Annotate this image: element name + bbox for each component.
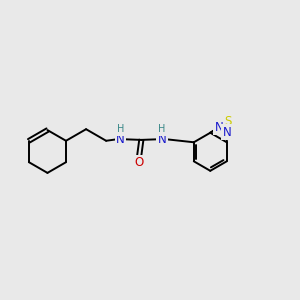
Text: H: H: [117, 124, 124, 134]
Text: N: N: [158, 133, 167, 146]
Text: H: H: [158, 124, 166, 134]
Text: N: N: [223, 126, 232, 139]
Text: N: N: [116, 133, 125, 146]
Text: S: S: [224, 116, 231, 128]
Text: O: O: [134, 156, 144, 169]
Text: N: N: [214, 121, 223, 134]
